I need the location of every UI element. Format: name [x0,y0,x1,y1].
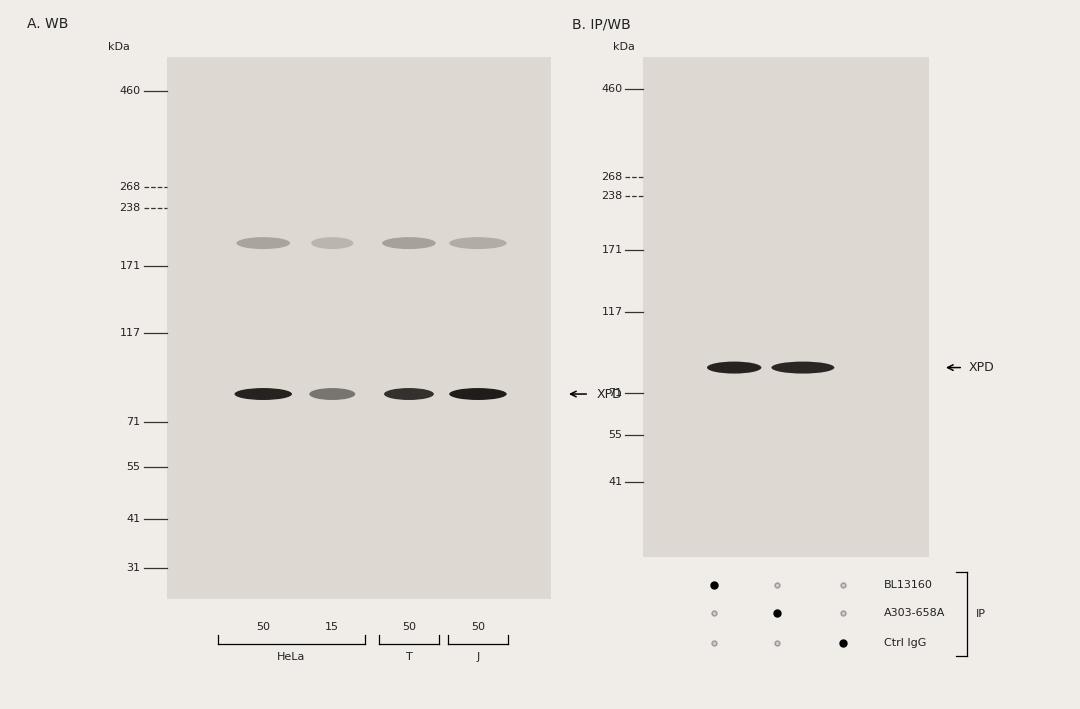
Text: HeLa: HeLa [278,652,306,662]
Text: 50: 50 [256,623,270,632]
Text: 55: 55 [608,430,622,440]
Text: 41: 41 [608,477,622,487]
Text: 117: 117 [120,328,140,338]
Text: XPD: XPD [969,361,995,374]
Text: 268: 268 [602,172,622,182]
Text: A303-658A: A303-658A [883,608,945,618]
Text: 31: 31 [126,563,140,573]
Text: 71: 71 [126,417,140,427]
Ellipse shape [234,388,292,400]
Ellipse shape [449,388,507,400]
Text: XPD: XPD [597,388,622,401]
Text: A. WB: A. WB [27,17,68,31]
Ellipse shape [384,388,434,400]
Text: 15: 15 [325,623,339,632]
Text: IP: IP [976,609,986,619]
Text: 50: 50 [402,623,416,632]
Text: 460: 460 [120,86,140,96]
Text: kDa: kDa [613,42,635,52]
Ellipse shape [311,237,353,249]
Text: T: T [406,652,413,662]
Ellipse shape [771,362,835,374]
Text: BL13160: BL13160 [883,580,933,590]
Ellipse shape [309,388,355,400]
Text: 460: 460 [602,84,622,94]
Text: 171: 171 [120,262,140,272]
Ellipse shape [382,237,436,249]
Text: Ctrl IgG: Ctrl IgG [883,638,927,648]
Ellipse shape [707,362,761,374]
Text: kDa: kDa [108,42,130,52]
Text: 55: 55 [126,462,140,471]
Text: J: J [476,652,480,662]
Ellipse shape [449,237,507,249]
Text: 71: 71 [608,388,622,398]
Text: 117: 117 [602,307,622,317]
Text: 41: 41 [126,513,140,524]
Text: 50: 50 [471,623,485,632]
Text: 238: 238 [602,191,622,201]
Text: 171: 171 [602,245,622,255]
Text: 238: 238 [119,203,140,213]
Text: B. IP/WB: B. IP/WB [572,17,631,31]
Ellipse shape [237,237,291,249]
Text: 268: 268 [119,182,140,192]
